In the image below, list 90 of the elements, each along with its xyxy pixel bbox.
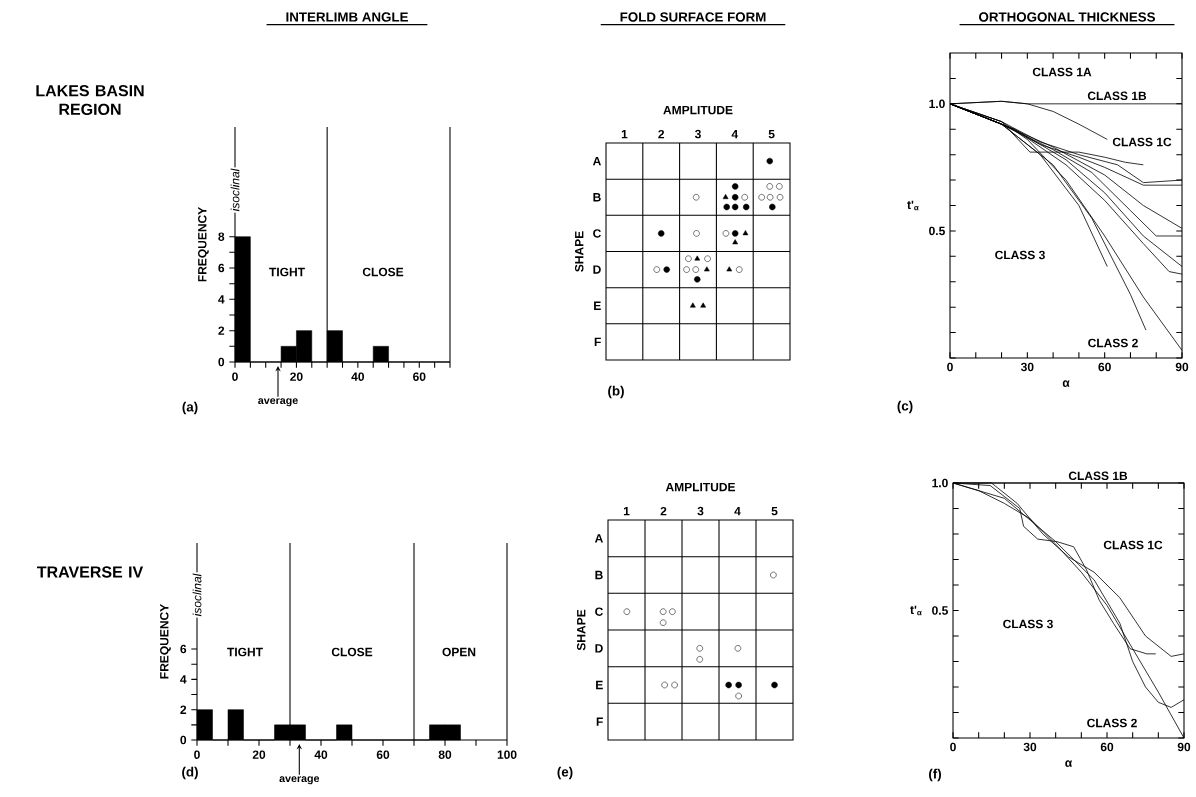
- chart-title: ORTHOGONAL THICKNESS: [979, 12, 1156, 22]
- y-tick-label: 4: [218, 295, 225, 304]
- text: (b): [608, 385, 624, 399]
- x-tick-label: 90: [1175, 362, 1189, 372]
- y-tick-label: 2: [218, 326, 225, 335]
- annotation: average: [258, 398, 298, 407]
- x-tick-label: 5: [768, 129, 775, 139]
- y-tick-label: 2: [180, 705, 187, 714]
- x-tick-label: 5: [771, 506, 778, 516]
- y-tick-label: E: [596, 680, 603, 690]
- y-tick-label: 6: [180, 644, 187, 654]
- y-axis-title: FREQUENCY: [198, 207, 209, 282]
- x-axis-title: AMPLITUDE: [663, 105, 733, 115]
- annotation: CLASS 1C: [1103, 540, 1163, 550]
- annotation: TIGHT: [269, 267, 305, 277]
- annotation: CLASS 1A: [1032, 67, 1092, 77]
- y-tick-label: A: [594, 534, 603, 543]
- y-axis-title: t'$_{α}$: [910, 605, 922, 616]
- x-tick-label: 60: [413, 372, 426, 381]
- x-tick-label: 40: [314, 750, 328, 759]
- text: (f): [929, 768, 942, 782]
- x-tick-label: 3: [697, 506, 704, 516]
- annotation: CLASS 1B: [1087, 91, 1147, 101]
- x-tick-label: 1: [623, 507, 630, 516]
- annotation: isoclinal: [192, 573, 202, 617]
- annotation: CLASS 2: [1087, 718, 1137, 728]
- annotation: CLASS 3: [995, 250, 1045, 260]
- x-tick-label: 100: [497, 750, 517, 759]
- x-axis-title: α: [1065, 760, 1073, 767]
- x-axis-title: α: [1062, 380, 1070, 387]
- annotation: CLASS 2: [1088, 338, 1138, 348]
- y-tick-label: A: [592, 156, 601, 166]
- x-tick-label: 0: [194, 750, 200, 759]
- x-tick-label: 90: [1177, 742, 1191, 752]
- y-tick-label: D: [595, 644, 603, 653]
- x-tick-label: 20: [252, 750, 266, 759]
- annotation: CLASS 3: [1003, 619, 1053, 629]
- y-tick-label: B: [595, 570, 603, 580]
- y-axis-title: SHAPE: [574, 231, 584, 272]
- y-tick-label: D: [593, 265, 601, 274]
- annotation: isoclinal: [230, 168, 240, 212]
- text: LAKES BASIN REGION: [36, 85, 144, 115]
- y-axis-title: FREQUENCY: [160, 604, 171, 679]
- y-tick-label: B: [593, 193, 601, 202]
- x-tick-label: 20: [290, 372, 303, 381]
- y-tick-label: 8: [218, 232, 225, 241]
- text: (c): [897, 400, 913, 414]
- y-tick-label: 0: [180, 735, 187, 745]
- annotation: CLOSE: [331, 647, 373, 657]
- x-tick-label: 80: [438, 750, 452, 759]
- y-tick-label: 4: [180, 675, 187, 684]
- x-tick-label: 60: [1098, 362, 1111, 372]
- y-tick-label: 6: [218, 263, 225, 273]
- chart-title: FOLD SURFACE FORM: [620, 12, 766, 22]
- annotation: CLASS 1C: [1112, 137, 1172, 147]
- x-tick-label: 0: [232, 372, 238, 381]
- y-tick-label: C: [595, 607, 603, 616]
- y-tick-label: F: [596, 717, 603, 726]
- y-tick-label: 0.5: [932, 606, 948, 615]
- x-tick-label: 3: [694, 129, 701, 139]
- text: (a): [182, 401, 198, 415]
- x-tick-label: 4: [734, 507, 741, 516]
- text: (e): [557, 766, 573, 780]
- x-axis-title: AMPLITUDE: [665, 482, 736, 492]
- y-tick-label: F: [594, 337, 601, 347]
- annotation: CLOSE: [362, 267, 404, 277]
- y-tick-label: 1.0: [932, 478, 948, 488]
- annotation: OPEN: [442, 647, 476, 657]
- x-tick-label: 2: [660, 506, 667, 516]
- x-tick-label: 40: [351, 372, 365, 381]
- chart-title: INTERLIMB ANGLE: [286, 12, 408, 22]
- text: TRAVERSE IV: [37, 566, 144, 578]
- x-tick-label: 4: [731, 130, 739, 139]
- annotation: average: [279, 776, 320, 785]
- x-tick-label: 60: [1100, 742, 1114, 752]
- x-tick-label: 30: [1023, 742, 1037, 752]
- y-tick-label: E: [594, 301, 601, 310]
- y-tick-label: 1.0: [929, 99, 945, 109]
- y-axis-title: t'$_{α}$: [907, 200, 919, 211]
- text: CLASS 1B: [1068, 471, 1128, 481]
- y-tick-label: C: [593, 229, 601, 238]
- x-tick-label: 30: [1020, 362, 1034, 372]
- annotation: TIGHT: [227, 647, 263, 657]
- x-tick-label: 1: [621, 130, 628, 139]
- x-tick-label: 0: [950, 742, 956, 752]
- text: (d): [182, 766, 198, 780]
- x-tick-label: 2: [658, 129, 665, 139]
- y-axis-title: SHAPE: [576, 609, 586, 651]
- y-tick-label: 0.5: [929, 226, 945, 236]
- x-tick-label: 60: [376, 750, 390, 759]
